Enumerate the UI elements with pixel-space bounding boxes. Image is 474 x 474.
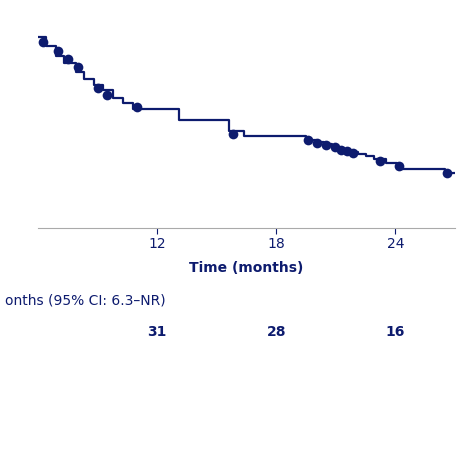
Text: 16: 16 [386, 325, 405, 339]
Text: onths (95% CI: 6.3–NR): onths (95% CI: 6.3–NR) [5, 294, 165, 308]
Text: Time (months): Time (months) [189, 261, 304, 275]
Text: 31: 31 [147, 325, 167, 339]
Text: 28: 28 [266, 325, 286, 339]
